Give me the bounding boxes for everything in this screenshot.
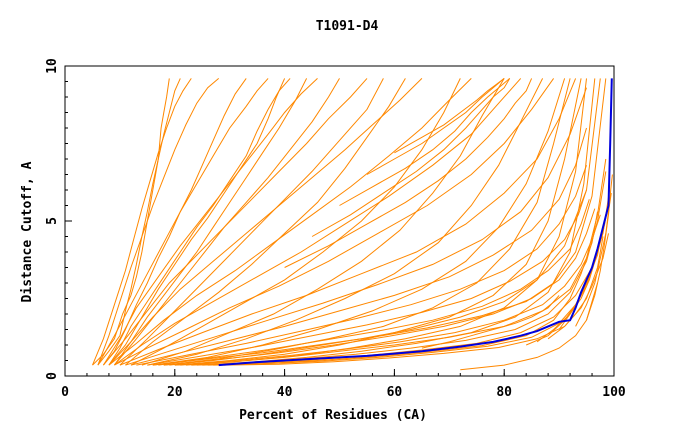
model-curve-27 <box>169 208 596 366</box>
model-curve-25 <box>224 233 609 366</box>
model-curve-5 <box>108 78 286 366</box>
model-curve-29 <box>147 189 587 366</box>
model-curve-49 <box>460 282 598 371</box>
model-curve-9 <box>125 78 406 366</box>
axes: 0 20 40 60 80 100 0 5 10 <box>45 58 626 400</box>
model-curve-34 <box>114 78 555 366</box>
x-tick-label: 100 <box>602 385 626 400</box>
model-curve-42 <box>92 78 192 366</box>
model-curve-40 <box>97 78 269 366</box>
model-curve-46 <box>366 78 505 175</box>
model-curve-20 <box>174 158 607 366</box>
model-curve-48 <box>421 295 560 349</box>
highlight-model-curve <box>218 78 613 367</box>
model-curve-50 <box>547 236 604 340</box>
x-tick-label: 80 <box>496 385 512 400</box>
x-tick-label: 0 <box>61 385 69 400</box>
model-curve-32 <box>125 87 587 366</box>
model-curve-12 <box>147 78 544 366</box>
model-curve-10 <box>130 78 461 366</box>
model-curve-4 <box>108 78 291 366</box>
other-model-curves <box>92 78 613 371</box>
model-curve-28 <box>158 199 590 366</box>
model-curve-33 <box>119 78 577 366</box>
model-curve-11 <box>141 78 505 366</box>
model-curve-54 <box>586 174 613 321</box>
model-curve-47 <box>394 78 505 154</box>
model-curve-1 <box>92 78 170 366</box>
model-curve-55 <box>575 193 612 327</box>
model-curve-43 <box>284 78 533 268</box>
model-curve-35 <box>114 78 522 366</box>
y-axis-label: Distance Cutoff, A <box>20 161 35 302</box>
model-curve-31 <box>130 127 587 366</box>
model-curve-26 <box>180 214 601 366</box>
x-tick-label: 20 <box>167 385 183 400</box>
model-curve-16 <box>185 78 587 366</box>
model-curve-30 <box>136 165 587 366</box>
x-tick-label: 60 <box>387 385 403 400</box>
model-curve-15 <box>174 78 582 366</box>
x-axis-label: Percent of Residues (CA) <box>239 408 427 423</box>
x-tick-label: 40 <box>277 385 293 400</box>
model-curve-39 <box>102 78 318 366</box>
model-curve-36 <box>108 78 472 366</box>
highlight-curve <box>218 78 613 367</box>
model-curve-38 <box>103 78 368 366</box>
model-curve-19 <box>152 78 607 366</box>
model-curve-13 <box>152 78 566 366</box>
y-tick-label: 10 <box>45 58 60 74</box>
y-tick-label: 0 <box>45 372 60 380</box>
chart-title: T1091-D4 <box>316 19 379 34</box>
model-curve-8 <box>119 78 384 366</box>
model-curve-14 <box>163 78 571 366</box>
model-curve-6 <box>113 78 308 366</box>
y-tick-label: 5 <box>45 217 60 225</box>
model-curve-2 <box>97 78 181 366</box>
model-curve-41 <box>97 78 220 366</box>
model-curve-45 <box>339 78 511 206</box>
model-curve-37 <box>108 78 423 366</box>
model-curve-44 <box>311 78 511 237</box>
model-curve-23 <box>207 211 598 366</box>
